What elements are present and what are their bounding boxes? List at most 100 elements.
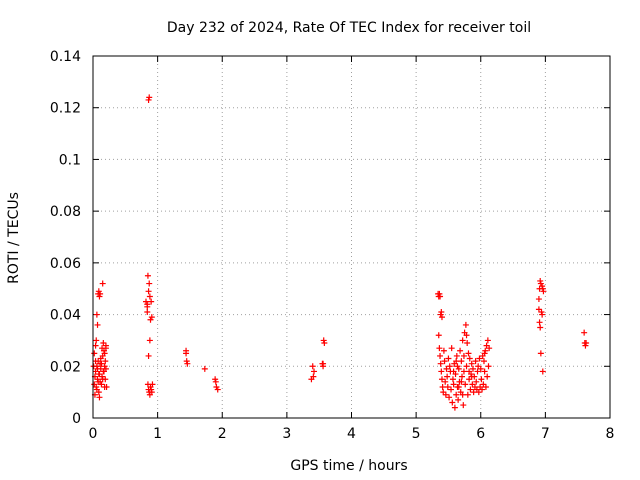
data-point bbox=[93, 386, 100, 393]
data-point bbox=[453, 352, 460, 359]
data-point bbox=[460, 352, 467, 359]
data-point bbox=[539, 283, 546, 290]
data-point bbox=[467, 386, 474, 393]
y-tick-label: 0.06 bbox=[50, 256, 81, 272]
data-point bbox=[149, 381, 156, 388]
data-point bbox=[446, 394, 453, 401]
data-point bbox=[449, 376, 456, 383]
data-point bbox=[97, 360, 104, 367]
x-tick-label: 5 bbox=[412, 426, 421, 442]
data-point bbox=[476, 355, 483, 362]
data-point bbox=[453, 358, 460, 365]
data-point bbox=[462, 321, 469, 328]
data-point bbox=[449, 399, 456, 406]
data-point bbox=[539, 311, 546, 318]
data-point bbox=[463, 332, 470, 339]
data-point bbox=[478, 376, 485, 383]
grid-lines bbox=[93, 56, 610, 418]
data-point bbox=[96, 394, 103, 401]
data-point bbox=[148, 314, 155, 321]
data-point bbox=[93, 311, 100, 318]
x-axis-label: GPS time / hours bbox=[290, 458, 407, 474]
data-point bbox=[320, 360, 327, 367]
data-point bbox=[321, 340, 328, 347]
data-point bbox=[100, 340, 107, 347]
data-point bbox=[99, 280, 106, 287]
data-point bbox=[144, 301, 151, 308]
plot-frame bbox=[92, 55, 611, 419]
x-tick-label: 6 bbox=[476, 426, 485, 442]
data-point bbox=[90, 363, 97, 370]
data-point bbox=[437, 293, 444, 300]
data-point bbox=[464, 340, 471, 347]
data-point bbox=[459, 373, 466, 380]
data-point bbox=[145, 352, 152, 359]
data-point bbox=[436, 345, 443, 352]
data-point bbox=[468, 360, 475, 367]
y-tick-label: 0.04 bbox=[50, 308, 81, 324]
data-point bbox=[455, 383, 462, 390]
data-point bbox=[451, 404, 458, 411]
data-point bbox=[583, 340, 590, 347]
data-point bbox=[466, 368, 473, 375]
data-point bbox=[148, 389, 155, 396]
data-point bbox=[485, 363, 492, 370]
x-tick-label: 4 bbox=[347, 426, 356, 442]
data-point bbox=[440, 347, 447, 354]
data-point bbox=[437, 352, 444, 359]
data-point bbox=[94, 321, 101, 328]
data-point bbox=[101, 350, 108, 357]
data-point bbox=[92, 342, 99, 349]
data-point bbox=[486, 345, 493, 352]
data-point bbox=[99, 376, 106, 383]
data-point bbox=[460, 368, 467, 375]
data-point bbox=[537, 350, 544, 357]
data-point bbox=[448, 386, 455, 393]
data-point bbox=[435, 332, 442, 339]
data-point bbox=[442, 378, 449, 385]
data-point bbox=[444, 383, 451, 390]
data-point bbox=[445, 355, 452, 362]
data-point bbox=[450, 368, 457, 375]
data-point bbox=[437, 360, 444, 367]
data-point bbox=[438, 376, 445, 383]
data-point bbox=[144, 272, 151, 279]
data-point bbox=[475, 389, 482, 396]
data-point bbox=[581, 329, 588, 336]
chart-title: Day 232 of 2024, Rate Of TEC Index for r… bbox=[167, 20, 531, 36]
data-point bbox=[438, 308, 445, 315]
data-point bbox=[457, 347, 464, 354]
data-point bbox=[539, 368, 546, 375]
data-point bbox=[102, 358, 109, 365]
data-point bbox=[183, 350, 190, 357]
data-point bbox=[144, 308, 151, 315]
data-point bbox=[145, 288, 152, 295]
data-point bbox=[443, 365, 450, 372]
data-point bbox=[95, 371, 102, 378]
data-point bbox=[311, 368, 318, 375]
data-point bbox=[468, 373, 475, 380]
data-point bbox=[97, 290, 104, 297]
data-point bbox=[93, 337, 100, 344]
data-point bbox=[184, 360, 191, 367]
data-point bbox=[94, 365, 101, 372]
data-point bbox=[92, 358, 99, 365]
data-point bbox=[146, 293, 153, 300]
data-point bbox=[458, 378, 465, 385]
data-point bbox=[535, 296, 542, 303]
data-point bbox=[454, 363, 461, 370]
x-tick-label: 3 bbox=[282, 426, 291, 442]
data-point bbox=[481, 368, 488, 375]
data-point bbox=[95, 378, 102, 385]
data-point bbox=[212, 378, 219, 385]
data-point bbox=[459, 391, 466, 398]
data-point bbox=[439, 383, 446, 390]
x-tick-label: 2 bbox=[218, 426, 227, 442]
x-tick-label: 1 bbox=[153, 426, 162, 442]
data-point bbox=[458, 358, 465, 365]
data-point bbox=[146, 280, 153, 287]
data-point bbox=[455, 396, 462, 403]
data-points bbox=[90, 94, 590, 411]
data-point bbox=[460, 402, 467, 409]
